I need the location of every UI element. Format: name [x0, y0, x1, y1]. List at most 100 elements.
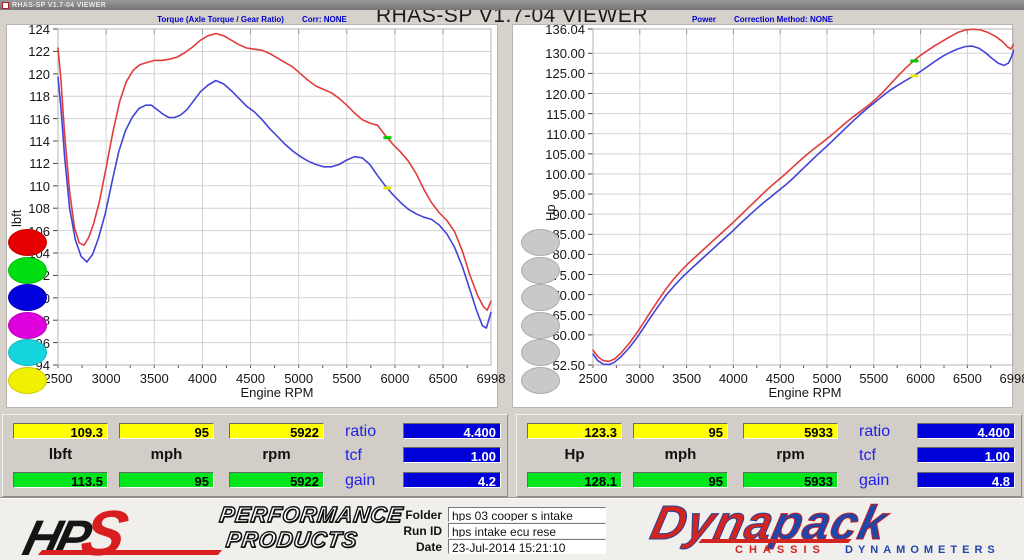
- folder-input[interactable]: hps 03 cooper s intake: [448, 507, 606, 522]
- x-axis-tick-label: 6998: [999, 371, 1024, 386]
- y-axis-tick-label: 52.50: [552, 358, 585, 373]
- y-axis-tick-label: 120.00: [545, 86, 585, 102]
- y-axis-tick-label: 85.00: [552, 227, 585, 243]
- plot-border: [57, 28, 492, 366]
- x-axis-tick-label: 5000: [284, 371, 314, 386]
- power-channel-swatch-3[interactable]: [521, 284, 560, 311]
- x-axis-tick-label: 2500: [43, 371, 73, 386]
- dynapack-logo-swoosh: [698, 539, 852, 543]
- power-channel-swatch-1[interactable]: [521, 229, 560, 256]
- torque-chart-plot[interactable]: [7, 25, 499, 409]
- power-unit-2: mph: [664, 446, 697, 463]
- power-chart-plot[interactable]: [513, 25, 1014, 409]
- x-axis-tick-label: 6998: [476, 371, 506, 386]
- power-cursor-value-2: 95: [633, 423, 728, 440]
- power-corrected-curve: [592, 28, 1014, 363]
- torque-ratio-value: 4.400: [403, 423, 501, 440]
- power-channel-swatch-6[interactable]: [521, 367, 560, 394]
- app-icon: [2, 1, 9, 9]
- y-axis-tick-label: 70.00: [552, 287, 585, 303]
- torque-chart-header-corr: Corr: NONE: [301, 15, 347, 24]
- x-axis-tick-label: 6500: [952, 371, 982, 386]
- power-cursor2-value-3: 5933: [743, 472, 838, 489]
- y-axis-tick-label: 125.00: [545, 66, 585, 82]
- power-y-axis-title: Hp: [543, 204, 558, 221]
- torque-channel-swatch-2[interactable]: [8, 257, 47, 284]
- torque-cursor2-value-2: 95: [119, 472, 214, 489]
- torque-cursor-value-1: 109.3: [13, 423, 108, 440]
- torque-ratio-label: ratio: [345, 423, 377, 440]
- torque-uncorrected-curve: [57, 76, 492, 329]
- y-axis-tick-label: 136.04: [545, 22, 585, 37]
- torque-cursor-value-3: 5922: [229, 423, 324, 440]
- y-axis-tick-label: 124: [28, 22, 50, 37]
- y-axis-tick-label: 100.00: [545, 166, 585, 182]
- y-axis-tick-label: 112: [29, 156, 50, 172]
- torque-unit-1: lbft: [48, 446, 73, 463]
- y-axis-tick-label: 105.00: [545, 146, 585, 162]
- power-chart-header: Power Correction Method: NONE: [512, 15, 1013, 24]
- power-channel-swatch-2[interactable]: [521, 257, 560, 284]
- folder-label: Folder: [405, 508, 442, 522]
- torque-tcf-value: 1.00: [403, 447, 501, 464]
- power-channel-swatch-4[interactable]: [521, 312, 560, 339]
- x-axis-tick-label: 3000: [625, 371, 655, 386]
- y-axis-tick-label: 114: [29, 134, 50, 149]
- dynapack-chassis-text: CHASSIS: [735, 544, 826, 556]
- y-axis-tick-label: 115.00: [546, 106, 585, 122]
- x-axis-tick-label: 2500: [578, 371, 608, 386]
- torque-channel-swatch-6[interactable]: [8, 367, 47, 394]
- y-axis-tick-label: 122: [28, 44, 50, 60]
- power-cursor2-value-2: 95: [633, 472, 728, 489]
- x-axis-tick-label: 5500: [859, 371, 889, 386]
- window-title: RHAS-SP V1.7-04 VIEWER: [12, 1, 106, 9]
- power-unit-1: Hp: [564, 446, 585, 463]
- torque-unit-2: mph: [150, 446, 183, 463]
- torque-chart-header-title: Torque (Axle Torque / Gear Ratio): [157, 15, 284, 24]
- power-chart-panel: 136.04 130.00 125.00 120.00 115.00 110.00 105.…: [512, 22, 1024, 409]
- power-cursor-value-3: 5933: [743, 423, 838, 440]
- hps-logo-tagline: PERFORMANCE PRODUCTS: [214, 501, 405, 552]
- torque-corrected-curve: [57, 32, 492, 311]
- power-tcf-label: tcf: [859, 447, 876, 464]
- x-axis-tick-label: 3500: [139, 371, 169, 386]
- torque-gain-value: 4.2: [403, 472, 501, 489]
- power-chart-header-corr: Correction Method: NONE: [733, 15, 834, 24]
- torque-tcf-label: tcf: [345, 447, 362, 464]
- window-titlebar[interactable]: RHAS-SP V1.7-04 VIEWER: [0, 0, 1024, 10]
- torque-channel-swatch-4[interactable]: [8, 312, 47, 339]
- power-ratio-value: 4.400: [917, 423, 1015, 440]
- torque-channel-swatch-3[interactable]: [8, 284, 47, 311]
- y-axis-tick-label: 110.00: [546, 126, 585, 142]
- torque-cursor2-value-3: 5922: [229, 472, 324, 489]
- power-uncorrected-curve: [592, 45, 1014, 366]
- torque-data-bar: 109.3 95 5922 lbft mph rpm 113.5 95 5922…: [2, 414, 508, 497]
- y-axis-tick-label: 118: [29, 89, 50, 105]
- hps-tagline-line1: PERFORMANCE: [217, 501, 405, 527]
- torque-channel-swatch-5[interactable]: [8, 339, 47, 366]
- hps-logo-swoosh: [37, 550, 223, 555]
- torque-channel-swatch-1[interactable]: [8, 229, 47, 256]
- y-axis-tick-label: 120: [28, 66, 50, 82]
- run-id-input[interactable]: hps intake ecu rese: [448, 523, 606, 538]
- torque-chart-header: Torque (Axle Torque / Gear Ratio) Corr: N…: [6, 15, 498, 24]
- y-axis-tick-label: 110: [29, 178, 50, 194]
- x-axis-tick-label: 3500: [672, 371, 702, 386]
- y-axis-tick-label: 130.00: [545, 46, 585, 62]
- power-gain-value: 4.8: [917, 472, 1015, 489]
- torque-cursor2-value-1: 113.5: [13, 472, 108, 489]
- power-x-axis-title: Engine RPM: [768, 385, 842, 400]
- torque-cursor-value-2: 95: [119, 423, 214, 440]
- run-id-label: Run ID: [403, 524, 442, 538]
- y-axis-tick-label: 108: [28, 201, 50, 217]
- dynapack-dynamometers-text: DYNAMOMETERS: [845, 544, 1000, 556]
- x-axis-tick-label: 6000: [380, 371, 410, 386]
- plot-border: [592, 28, 1014, 366]
- date-input[interactable]: 23-Jul-2014 15:21:10: [448, 539, 606, 554]
- power-channel-swatch-5[interactable]: [521, 339, 560, 366]
- y-axis-tick-label: 75.00: [552, 267, 585, 283]
- x-axis-tick-label: 6500: [428, 371, 458, 386]
- y-axis-tick-label: 65.00: [552, 307, 585, 323]
- x-axis-tick-label: 4000: [187, 371, 217, 386]
